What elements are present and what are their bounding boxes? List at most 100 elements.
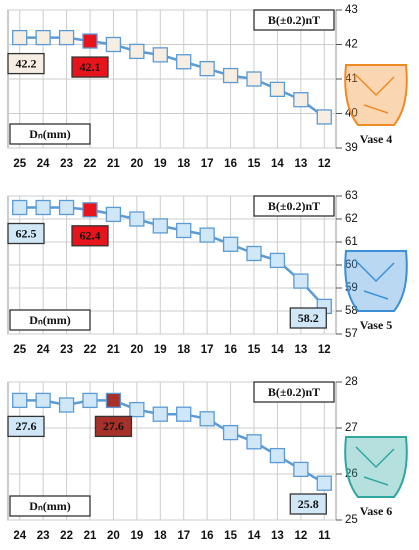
value-label: 27.6 (7, 415, 45, 438)
x-tick-label: 20 (107, 530, 120, 542)
marker (199, 227, 215, 243)
x-axis-label: Dₙ(mm) (9, 495, 91, 517)
marker (222, 236, 239, 252)
x-axis-label-text: Dₙ(mm) (29, 313, 70, 327)
x-tick-label: 15 (248, 344, 261, 356)
y-tick-label: 43 (345, 4, 358, 16)
x-tick-label: 12 (318, 344, 331, 356)
x-tick-label: 17 (201, 344, 214, 356)
value-label-text: 27.6 (103, 419, 124, 433)
y-tick-label: 62 (345, 213, 358, 225)
y-axis-label-box (253, 381, 335, 403)
marker (82, 392, 98, 409)
x-tick-label: 18 (154, 530, 167, 542)
value-label: 42.2 (7, 52, 45, 75)
x-tick-label: 12 (318, 158, 331, 170)
marker (129, 43, 145, 60)
y-axis-label-text: B(±0.2)nT (268, 385, 320, 399)
x-tick-label: 14 (271, 344, 284, 356)
y-tick-label: 28 (345, 376, 358, 388)
marker (152, 47, 168, 63)
x-tick-label: 16 (224, 344, 237, 356)
y-axis-label: B(±0.2)nT (253, 9, 335, 31)
value-label-box (7, 222, 45, 245)
x-tick-label: 23 (37, 530, 50, 542)
x-axis-label: Dₙ(mm) (9, 309, 91, 331)
value-label-box (94, 415, 133, 438)
x-tick-label: 22 (60, 530, 73, 542)
value-label-text: 62.5 (16, 226, 37, 240)
vase-illustration (344, 436, 408, 498)
vase-cracks (355, 446, 395, 486)
x-axis-label-box (9, 495, 91, 517)
marker (316, 475, 332, 491)
x-tick-label: 19 (154, 344, 167, 356)
marker (105, 36, 122, 53)
x-tick-label: 12 (294, 530, 307, 542)
y-tick-label: 41 (345, 73, 358, 85)
marker (58, 199, 75, 216)
y-axis-label: B(±0.2)nT (253, 195, 335, 217)
y-axis-label-box (253, 9, 335, 31)
marker (129, 211, 145, 227)
marker (82, 33, 98, 49)
y-tick-label: 60 (345, 259, 358, 271)
marker (35, 199, 51, 216)
marker (152, 406, 168, 422)
value-label: 25.8 (289, 493, 327, 515)
marker (176, 406, 192, 422)
y-tick-label: 63 (345, 190, 358, 202)
value-label-box (71, 56, 109, 78)
value-label-text: 62.4 (80, 229, 101, 243)
data-line (19, 399, 325, 485)
value-label: 62.4 (71, 225, 109, 247)
x-axis-label-box (9, 309, 91, 331)
marker (222, 67, 239, 84)
data-line (19, 36, 326, 118)
marker (222, 424, 239, 441)
x-axis-label-box (9, 123, 91, 145)
marker (199, 61, 215, 77)
marker (12, 29, 28, 46)
marker (129, 401, 145, 418)
marker (58, 397, 75, 413)
marker (35, 29, 51, 46)
y-axis-label-text: B(±0.2)nT (268, 199, 320, 213)
x-tick-label: 14 (271, 158, 284, 170)
marker (152, 218, 168, 234)
marker (12, 199, 28, 216)
x-tick-label: 17 (177, 530, 190, 542)
y-tick-label: 58 (345, 305, 358, 317)
vase-illustration (344, 64, 408, 126)
value-label-box (7, 415, 45, 438)
x-tick-label: 14 (248, 530, 261, 542)
y-tick-label: 57 (345, 328, 358, 340)
marker (293, 273, 309, 289)
y-tick-label: 39 (345, 142, 358, 154)
x-tick-label: 17 (201, 158, 214, 170)
x-tick-label: 19 (130, 530, 143, 542)
x-tick-label: 25 (13, 158, 26, 170)
marker (316, 109, 332, 125)
value-label-text: 25.8 (298, 497, 319, 511)
y-axis-label: B(±0.2)nT (253, 381, 335, 403)
marker (293, 461, 309, 478)
marker (246, 245, 262, 262)
value-label-text: 42.2 (16, 56, 37, 70)
value-label-text: 42.1 (80, 60, 101, 74)
x-tick-label: 23 (60, 158, 73, 170)
caption: Vase 5 (360, 318, 393, 332)
marker (176, 54, 192, 70)
y-axis-label-box (253, 195, 335, 217)
value-label: 62.5 (7, 222, 45, 245)
caption: Vase 4 (360, 132, 393, 146)
marker (12, 392, 28, 409)
x-tick-label: 23 (60, 344, 73, 356)
x-tick-label: 20 (130, 344, 143, 356)
value-label-text: 27.6 (16, 419, 37, 433)
y-tick-label: 42 (345, 39, 358, 51)
value-label-box (289, 493, 327, 515)
x-tick-label: 15 (248, 158, 261, 170)
y-axis-label-text: B(±0.2)nT (268, 13, 320, 27)
